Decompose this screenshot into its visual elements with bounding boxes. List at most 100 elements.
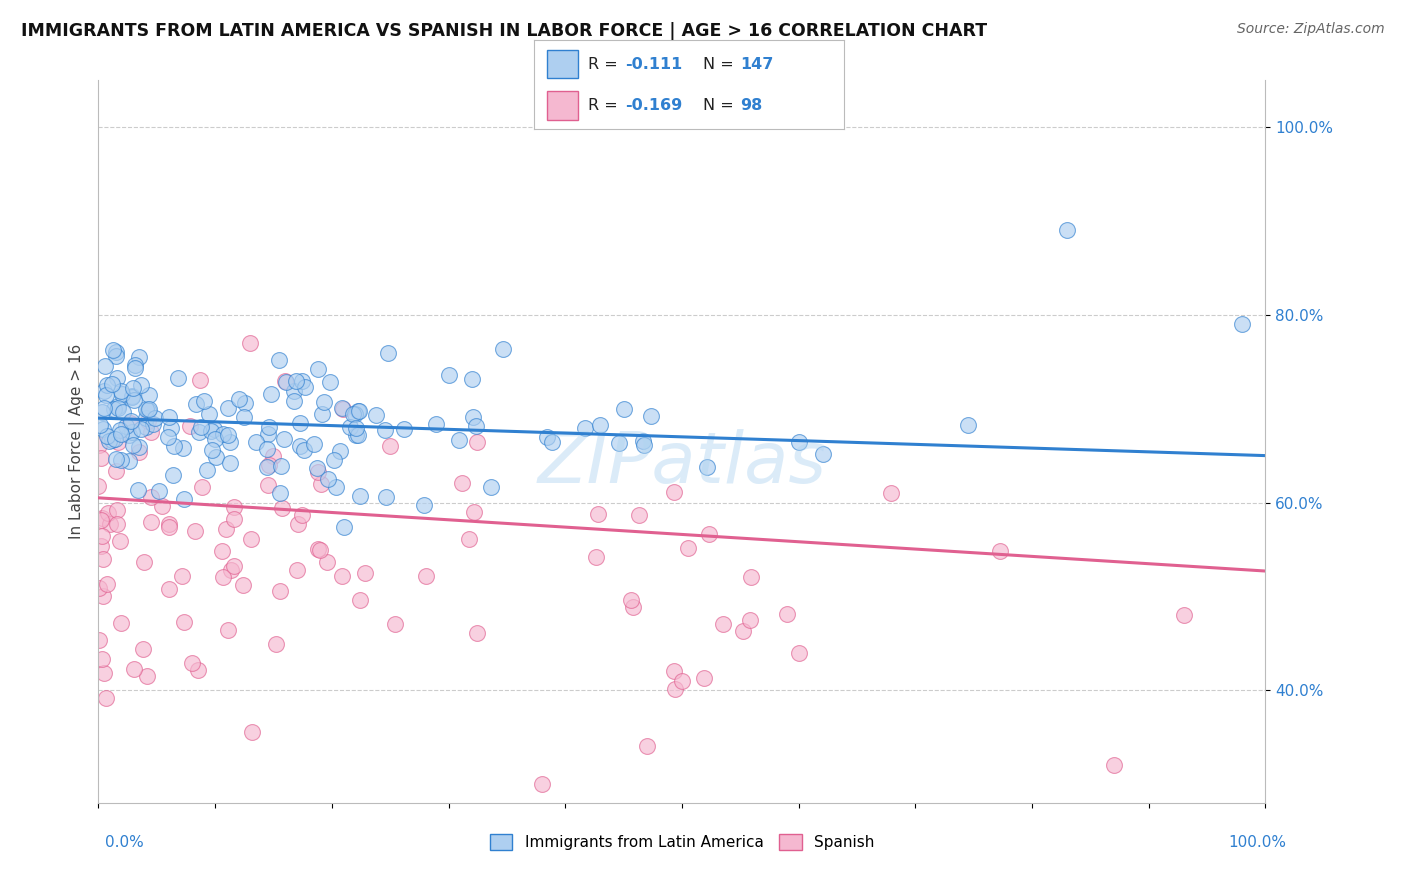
- Point: [127, 483, 149, 497]
- Point: [613, 401, 636, 416]
- Point: [188, 373, 211, 387]
- Point: [530, 777, 553, 791]
- Text: R =: R =: [588, 57, 623, 71]
- Point: [90, 539, 112, 553]
- Point: [110, 426, 132, 441]
- Text: Source: ZipAtlas.com: Source: ZipAtlas.com: [1237, 22, 1385, 37]
- Point: [585, 550, 607, 565]
- Point: [273, 432, 295, 446]
- Point: [162, 467, 184, 482]
- Point: [96, 690, 118, 705]
- Point: [135, 410, 157, 425]
- Point: [193, 393, 215, 408]
- Point: [152, 500, 174, 514]
- Point: [105, 370, 128, 384]
- Point: [120, 414, 142, 428]
- Point: [232, 578, 254, 592]
- Point: [211, 544, 233, 558]
- Point: [693, 672, 716, 686]
- Point: [463, 505, 485, 519]
- Point: [105, 452, 128, 467]
- Text: N =: N =: [703, 57, 738, 71]
- Point: [96, 378, 118, 392]
- Point: [697, 526, 720, 541]
- Point: [138, 388, 160, 402]
- Point: [121, 389, 143, 403]
- Point: [344, 427, 367, 442]
- Point: [91, 552, 114, 566]
- Point: [640, 409, 662, 423]
- Point: [586, 507, 609, 521]
- Point: [89, 581, 111, 595]
- Point: [787, 646, 810, 660]
- Point: [217, 623, 239, 637]
- Point: [627, 508, 650, 522]
- Point: [172, 441, 194, 455]
- Point: [139, 515, 162, 529]
- Point: [447, 433, 470, 447]
- Point: [349, 593, 371, 607]
- Point: [1230, 318, 1253, 332]
- Point: [245, 435, 267, 450]
- Point: [294, 380, 316, 394]
- Point: [96, 429, 118, 443]
- Point: [458, 532, 481, 546]
- Point: [173, 492, 195, 507]
- Point: [110, 616, 132, 631]
- Point: [219, 435, 242, 450]
- Point: [636, 739, 658, 754]
- Point: [467, 626, 489, 640]
- Point: [179, 419, 201, 434]
- Point: [232, 409, 254, 424]
- Point: [260, 387, 283, 401]
- Point: [464, 418, 486, 433]
- Point: [112, 405, 135, 419]
- Point: [307, 465, 329, 479]
- Point: [257, 458, 280, 473]
- Point: [413, 498, 436, 512]
- Point: [287, 564, 309, 578]
- Point: [217, 428, 239, 442]
- Point: [291, 374, 314, 388]
- FancyBboxPatch shape: [547, 50, 578, 78]
- FancyBboxPatch shape: [547, 91, 578, 120]
- Point: [1102, 758, 1125, 772]
- Point: [105, 345, 128, 359]
- Point: [621, 599, 644, 614]
- Point: [111, 387, 134, 401]
- Point: [157, 582, 180, 596]
- Point: [316, 555, 339, 569]
- Point: [108, 423, 131, 437]
- Point: [202, 422, 225, 436]
- Point: [256, 478, 278, 492]
- Point: [309, 543, 332, 558]
- Point: [186, 397, 208, 411]
- Point: [136, 403, 159, 417]
- Point: [104, 464, 127, 478]
- Point: [87, 438, 110, 452]
- Point: [461, 410, 484, 425]
- Point: [118, 454, 141, 468]
- Point: [330, 401, 353, 415]
- Point: [776, 607, 799, 621]
- Point: [257, 427, 280, 442]
- Point: [343, 408, 366, 422]
- Point: [91, 405, 114, 419]
- Point: [240, 533, 263, 547]
- Point: [104, 433, 127, 447]
- Point: [115, 419, 138, 434]
- Point: [316, 472, 339, 486]
- Point: [212, 570, 235, 584]
- Point: [323, 452, 346, 467]
- Point: [135, 419, 157, 434]
- Point: [97, 506, 120, 520]
- Point: [87, 479, 110, 493]
- Point: [173, 615, 195, 630]
- Point: [162, 440, 184, 454]
- Point: [118, 428, 141, 442]
- Point: [93, 384, 115, 398]
- Point: [228, 392, 250, 407]
- Point: [240, 724, 263, 739]
- Point: [309, 476, 332, 491]
- Point: [880, 486, 903, 500]
